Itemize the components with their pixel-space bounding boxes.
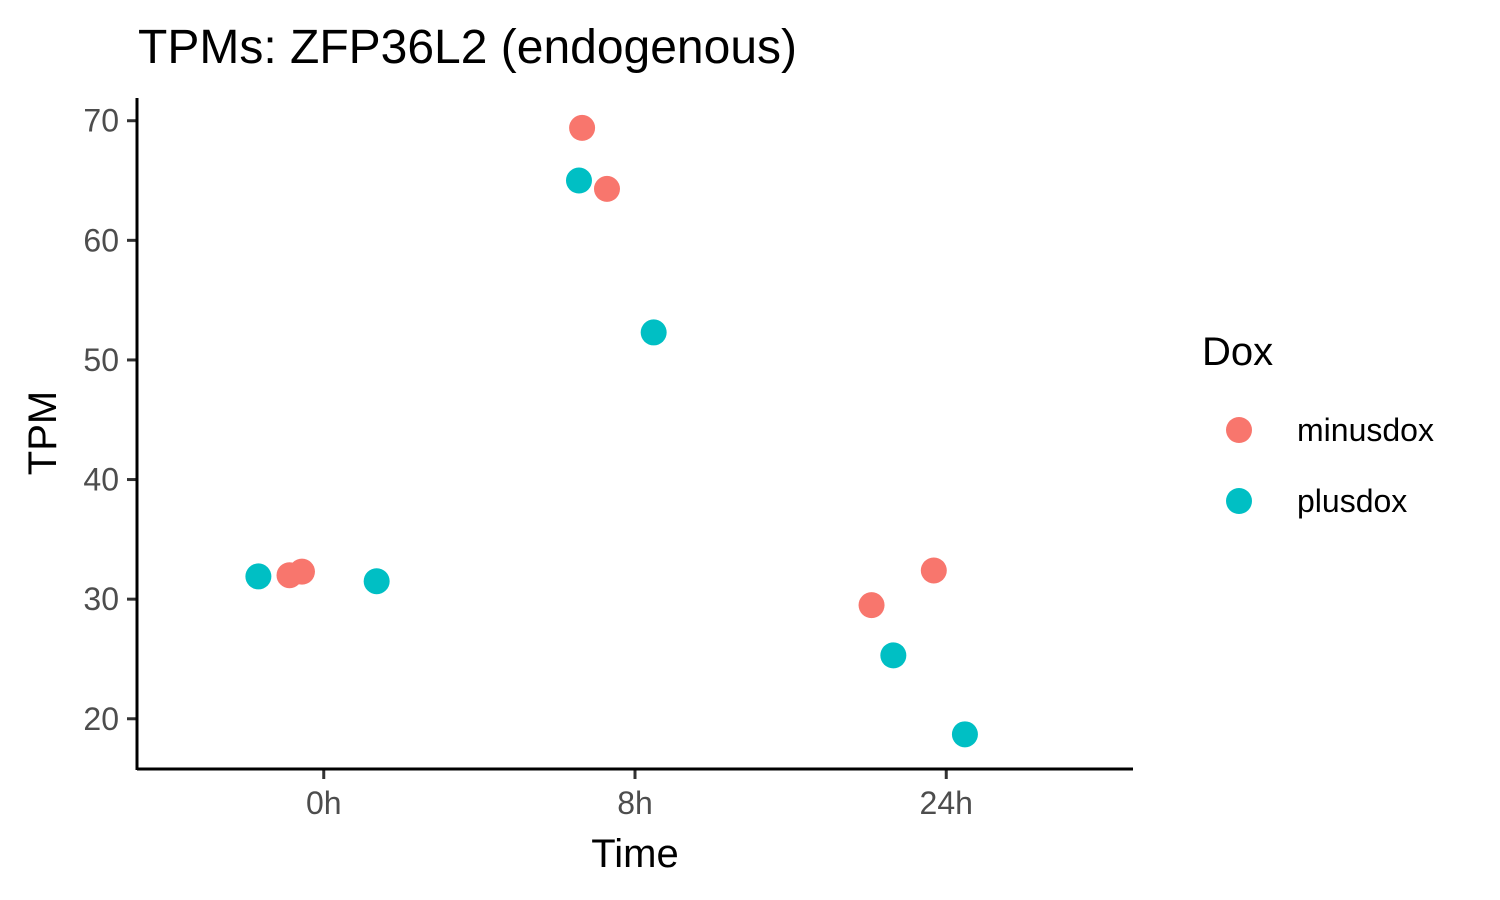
data-points [245,114,978,748]
data-point-minusdox [593,175,620,202]
legend-label-plusdox: plusdox [1297,483,1407,519]
y-tick-label: 70 [83,103,119,139]
y-axis-ticks: 20 30 40 50 60 70 [83,103,137,737]
y-tick-label: 30 [83,581,119,617]
data-point-plusdox [565,167,592,194]
data-point-minusdox [920,557,947,584]
y-tick-label: 50 [83,342,119,378]
data-point-plusdox [245,563,272,590]
y-axis-title: TPM [21,391,65,475]
legend: Dox minusdox plusdox [1202,330,1434,519]
legend-label-minusdox: minusdox [1297,412,1434,448]
data-point-plusdox [951,721,978,748]
legend-items: minusdox plusdox [1226,412,1434,519]
legend-key-plusdox [1226,488,1252,514]
data-point-minusdox [569,114,596,141]
x-tick-label: 8h [617,785,653,821]
legend-key-minusdox [1226,417,1252,443]
y-tick-label: 60 [83,222,119,258]
x-axis-ticks: 0h 8h 24h [306,769,973,821]
data-point-plusdox [880,642,907,669]
x-axis-title: Time [591,832,678,876]
chart-title: TPMs: ZFP36L2 (endogenous) [138,21,797,74]
data-point-minusdox [288,558,315,585]
data-point-plusdox [363,568,390,595]
y-tick-label: 40 [83,462,119,498]
legend-title: Dox [1202,330,1273,374]
data-point-minusdox [858,592,885,619]
y-tick-label: 20 [83,701,119,737]
x-tick-label: 24h [920,785,973,821]
data-point-plusdox [640,319,667,346]
x-tick-label: 0h [306,785,342,821]
